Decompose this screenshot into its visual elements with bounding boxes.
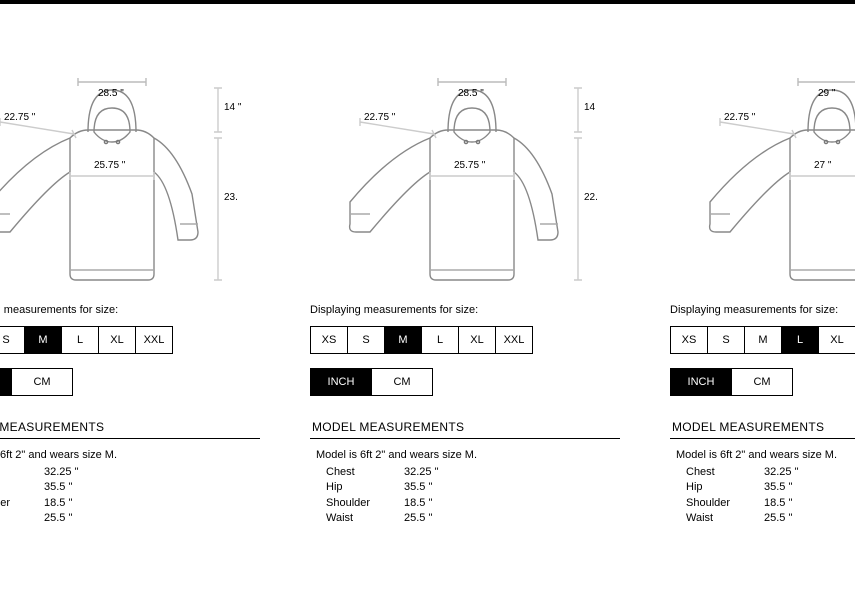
size-option-l[interactable]: L: [61, 326, 99, 354]
model-row: Shoulder18.5 ": [0, 496, 260, 511]
model-row: Chest32.25 ": [326, 465, 620, 480]
model-row-key: Shoulder: [326, 496, 404, 511]
model-row: Hip35.5 ": [326, 480, 620, 495]
model-row: Waist25.5 ": [0, 511, 260, 526]
meas-hood: 28.5 ": [458, 88, 484, 99]
size-option-s[interactable]: S: [0, 326, 25, 354]
size-option-xl[interactable]: XL: [818, 326, 855, 354]
model-row-value: 25.5 ": [44, 511, 72, 526]
model-row: Shoulder18.5 ": [686, 496, 855, 511]
meas-hood-height: 14 ": [224, 102, 241, 113]
unit-selector: INCHCM: [0, 368, 260, 396]
unit-option-cm[interactable]: CM: [11, 368, 73, 396]
size-option-m[interactable]: M: [744, 326, 782, 354]
size-option-xl[interactable]: XL: [458, 326, 496, 354]
model-row-value: 32.25 ": [764, 465, 799, 480]
size-option-xl[interactable]: XL: [98, 326, 136, 354]
size-guide-panel: 28.5 " 22.75 " 25.75 " 14 22. Displaying meas…: [300, 4, 630, 527]
size-option-l[interactable]: L: [421, 326, 459, 354]
size-selector: XSSMLXLXXL: [670, 326, 855, 354]
model-row-value: 32.25 ": [404, 465, 439, 480]
hoodie-diagram: 28.5 " 22.75 " 25.75 " 14 22.: [300, 64, 630, 304]
size-option-m[interactable]: M: [24, 326, 62, 354]
size-option-m[interactable]: M: [384, 326, 422, 354]
displaying-label: Displaying measurements for size:: [0, 304, 260, 316]
size-option-xxl[interactable]: XXL: [135, 326, 173, 354]
model-table: Chest32.25 "Hip35.5 "Shoulder18.5 "Waist…: [310, 465, 620, 527]
size-guide-panel: 28.5 " 22.75 " 25.75 " 14 " 23. Displaying me…: [0, 4, 270, 527]
model-row: Chest32.25 ": [0, 465, 260, 480]
model-note: Model is 6ft 2" and wears size M.: [0, 449, 260, 461]
meas-chest: 25.75 ": [454, 160, 485, 171]
controls-block: Displaying measurements for size: XSSMLXL…: [660, 304, 855, 527]
model-row-key: Hip: [686, 480, 764, 495]
model-row-value: 18.5 ": [44, 496, 72, 511]
model-row-key: Hip: [326, 480, 404, 495]
model-row-key: Shoulder: [686, 496, 764, 511]
meas-body-height: 22.: [584, 192, 598, 203]
unit-option-cm[interactable]: CM: [371, 368, 433, 396]
model-row-key: Waist: [326, 511, 404, 526]
size-option-s[interactable]: S: [707, 326, 745, 354]
model-row-value: 18.5 ": [764, 496, 792, 511]
meas-chest: 27 ": [814, 160, 831, 171]
model-measurements-heading: MODEL MEASUREMENTS: [670, 414, 855, 439]
model-measurements-heading: MODEL MEASUREMENTS: [310, 414, 620, 439]
model-row-key: Hip: [0, 480, 44, 495]
model-note: Model is 6ft 2" and wears size M.: [310, 449, 620, 461]
meas-hood-height: 14: [584, 102, 595, 113]
model-row-key: Chest: [326, 465, 404, 480]
size-guide-panel: 29 "22.75 "27 "14 "23.5Displaying measur…: [660, 4, 855, 527]
meas-body-height: 23.: [224, 192, 238, 203]
unit-option-inch[interactable]: INCH: [310, 368, 372, 396]
size-option-xxl[interactable]: XXL: [495, 326, 533, 354]
size-option-xs[interactable]: XS: [670, 326, 708, 354]
meas-hood: 28.5 ": [98, 88, 124, 99]
model-row: Chest32.25 ": [686, 465, 855, 480]
hoodie-diagram: 29 "22.75 "27 "14 "23.5: [660, 64, 855, 304]
model-row-key: Waist: [0, 511, 44, 526]
model-row: Waist25.5 ": [686, 511, 855, 526]
meas-hood: 29 ": [818, 88, 835, 99]
model-row-value: 18.5 ": [404, 496, 432, 511]
size-selector: XSSMLXLXXL: [0, 326, 260, 354]
controls-block: Displaying measurements for size: XSSMLXL…: [300, 304, 630, 527]
meas-sleeve: 22.75 ": [364, 112, 395, 123]
model-row-key: Chest: [0, 465, 44, 480]
displaying-label: Displaying measurements for size:: [670, 304, 855, 316]
unit-option-inch[interactable]: INCH: [670, 368, 732, 396]
model-table: Chest32.25 "Hip35.5 "Shoulder18.5 "Waist…: [670, 465, 855, 527]
size-option-s[interactable]: S: [347, 326, 385, 354]
displaying-label: Displaying measurements for size:: [310, 304, 620, 316]
size-option-l[interactable]: L: [781, 326, 819, 354]
model-row-value: 25.5 ": [764, 511, 792, 526]
unit-selector: INCHCM: [310, 368, 620, 396]
model-row-key: Shoulder: [0, 496, 44, 511]
model-row-value: 32.25 ": [44, 465, 79, 480]
model-row: Hip35.5 ": [0, 480, 260, 495]
model-row-value: 35.5 ": [44, 480, 72, 495]
model-row-key: Chest: [686, 465, 764, 480]
unit-option-cm[interactable]: CM: [731, 368, 793, 396]
hoodie-diagram: 28.5 " 22.75 " 25.75 " 14 " 23.: [0, 64, 270, 304]
model-table: Chest32.25 "Hip35.5 "Shoulder18.5 "Waist…: [0, 465, 260, 527]
meas-sleeve: 22.75 ": [724, 112, 755, 123]
model-row: Waist25.5 ": [326, 511, 620, 526]
panels-row: 28.5 " 22.75 " 25.75 " 14 " 23. Displaying me…: [0, 4, 855, 527]
model-row: Shoulder18.5 ": [326, 496, 620, 511]
size-option-xs[interactable]: XS: [310, 326, 348, 354]
meas-chest: 25.75 ": [94, 160, 125, 171]
model-row-key: Waist: [686, 511, 764, 526]
model-row-value: 25.5 ": [404, 511, 432, 526]
size-selector: XSSMLXLXXL: [310, 326, 620, 354]
model-row: Hip35.5 ": [686, 480, 855, 495]
model-row-value: 35.5 ": [404, 480, 432, 495]
model-row-value: 35.5 ": [764, 480, 792, 495]
model-measurements-heading: MODEL MEASUREMENTS: [0, 414, 260, 439]
unit-selector: INCHCM: [670, 368, 855, 396]
meas-sleeve: 22.75 ": [4, 112, 35, 123]
model-note: Model is 6ft 2" and wears size M.: [670, 449, 855, 461]
controls-block: Displaying measurements for size:XSSMLXL…: [0, 304, 270, 527]
